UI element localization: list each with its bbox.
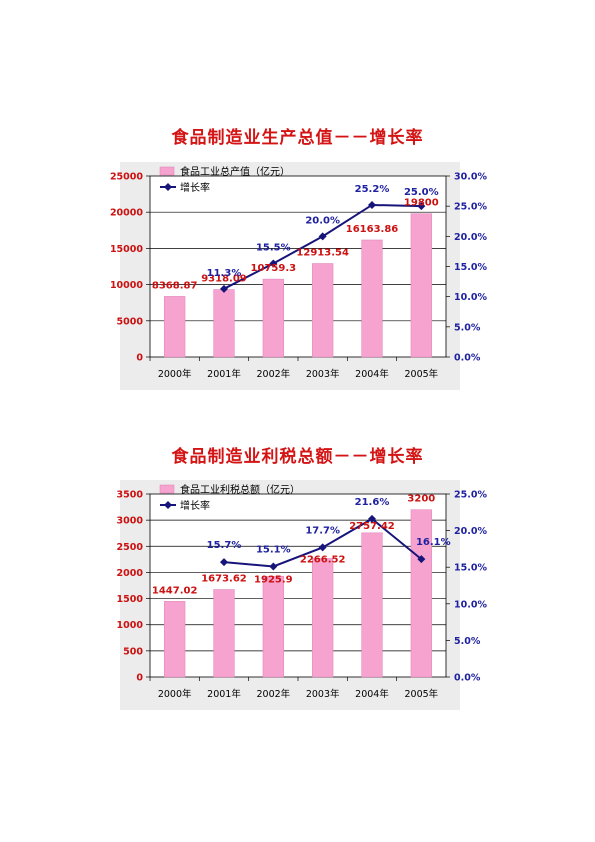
chart-1-bar-label: 9318.09 <box>201 274 247 285</box>
chart-1-left-tick-label: 0 <box>136 353 143 364</box>
chart-2-left-tick-label: 3500 <box>117 490 144 501</box>
chart-2-right-tick-label: 0.0% <box>454 673 481 684</box>
chart-1-legend-line-label: 增长率 <box>180 181 210 194</box>
chart-1-line-label: 15.5% <box>256 242 291 253</box>
chart-2-x-tick-label: 2004年 <box>355 688 389 700</box>
chart-2-right-tick-label: 20.0% <box>454 526 487 537</box>
chart-2-left-tick-label: 3000 <box>117 516 144 527</box>
chart-2-line-label: 15.1% <box>256 544 291 555</box>
chart-2-left-tick-label: 1000 <box>117 620 144 631</box>
chart-1-line-label: 25.2% <box>355 184 390 195</box>
chart-2-legend-bar-label: 食品工业利税总额（亿元） <box>180 483 300 496</box>
chart-2-bar-label: 2266.52 <box>300 554 346 565</box>
chart-2-legend-bar-swatch <box>159 484 175 494</box>
chart-2-line-label: 21.6% <box>355 497 390 508</box>
chart-1-line-label: 20.0% <box>305 215 340 226</box>
chart-2-left-tick-label: 500 <box>123 646 143 657</box>
chart-1-legend-bar-swatch <box>159 166 175 176</box>
chart-2-bar-label: 2757.42 <box>349 521 395 532</box>
chart-1-line-point <box>269 259 278 268</box>
chart-2-left-tick-label: 2500 <box>117 542 144 553</box>
chart-1-left-tick-label: 5000 <box>117 316 144 327</box>
chart-1-line-label: 25.0% <box>404 187 439 198</box>
chart-2-bar <box>410 509 432 678</box>
chart-1-right-tick-label: 10.0% <box>454 292 487 303</box>
chart-1-right-tick-label: 15.0% <box>454 262 487 273</box>
chart-2-line-label: 17.7% <box>305 525 340 536</box>
chart-1-bar <box>164 296 186 358</box>
chart-1-legend-bar-label: 食品工业总产值（亿元） <box>180 165 290 178</box>
chart-1-right-tick-label: 20.0% <box>454 232 487 243</box>
chart-1-line-point <box>318 232 327 241</box>
chart-2-title: 食品制造业利税总额－－增长率 <box>171 447 424 467</box>
chart-1-right-tick-label: 0.0% <box>454 353 481 364</box>
chart-2-bar-label: 1925.9 <box>254 574 293 585</box>
chart-2-x-tick-label: 2002年 <box>256 688 290 700</box>
chart-1-bar-label: 19800 <box>404 198 439 209</box>
chart-1-x-tick-label: 2002年 <box>256 368 290 380</box>
chart-2-plot-area <box>149 493 447 678</box>
chart-1-line-point <box>368 200 376 209</box>
chart-1-x-tick-label: 2000年 <box>158 368 192 380</box>
chart-2-bar-label: 3200 <box>407 494 435 505</box>
chart-1-left-tick-label: 15000 <box>110 244 143 255</box>
chart-2-line-label: 15.7% <box>207 540 242 551</box>
chart-2-bar <box>262 576 284 678</box>
chart-2-bar <box>312 558 334 678</box>
chart-2-line-point <box>368 514 376 523</box>
chart-2-line-label: 16.1% <box>416 537 451 548</box>
chart-1-line-label: 11.3% <box>207 268 242 279</box>
chart-2-right-tick-label: 5.0% <box>454 636 481 647</box>
chart-2-x-tick-label: 2005年 <box>404 688 438 700</box>
chart-2-bar <box>213 589 235 678</box>
chart-1-bar-label: 10759.3 <box>251 263 297 274</box>
chart-2-line-point <box>417 555 426 564</box>
chart-2-x-tick-label: 2003年 <box>306 688 340 700</box>
chart-1-bar <box>312 263 334 358</box>
chart-1-bar-label: 8368.87 <box>152 280 198 291</box>
chart-1-title: 食品制造业生产总值－－增长率 <box>171 128 424 148</box>
chart-1-line-point <box>417 202 426 211</box>
chart-1-bar <box>410 213 432 358</box>
chart-1-x-tick-label: 2004年 <box>355 368 389 380</box>
chart-1-right-tick-label: 25.0% <box>454 202 487 213</box>
chart-2-bar-label: 1447.02 <box>152 585 198 596</box>
chart-1-bar-label: 16163.86 <box>346 224 399 235</box>
chart-1-bar-label: 12913.54 <box>296 248 349 259</box>
chart-1-x-tick-label: 2005年 <box>404 368 438 380</box>
chart-2-legend-line-label: 增长率 <box>180 499 210 512</box>
chart-1-x-tick-label: 2001年 <box>207 368 241 380</box>
chart-2-right-tick-label: 10.0% <box>454 599 487 610</box>
chart-1-right-tick-label: 30.0% <box>454 172 487 183</box>
chart-1-legend-line-marker <box>164 183 172 191</box>
chart-2-left-tick-label: 2000 <box>117 568 144 579</box>
chart-2-line-point <box>318 543 327 552</box>
chart-2-bar <box>164 601 186 678</box>
chart-2-x-tick-label: 2001年 <box>207 688 241 700</box>
chart-2-bar-label: 1673.62 <box>201 573 247 584</box>
chart-1-bar <box>361 239 383 358</box>
chart-2-left-tick-label: 0 <box>136 673 143 684</box>
chart-1-left-tick-label: 25000 <box>110 172 143 183</box>
chart-1-bar <box>262 278 284 358</box>
chart-2-right-tick-label: 25.0% <box>454 490 487 501</box>
chart-1-left-tick-label: 20000 <box>110 208 143 219</box>
chart-1-right-tick-label: 5.0% <box>454 322 481 333</box>
chart-1-left-tick-label: 10000 <box>110 280 143 291</box>
chart-2-x-tick-label: 2000年 <box>158 688 192 700</box>
chart-2-right-tick-label: 15.0% <box>454 563 487 574</box>
chart-2-line-point <box>269 562 278 571</box>
chart-2-left-tick-label: 1500 <box>117 594 144 605</box>
chart-2-bar <box>361 532 383 678</box>
chart-2-legend-line-marker <box>164 501 172 509</box>
chart-1-line-point <box>220 284 228 293</box>
chart-2-line-point <box>220 558 228 567</box>
chart-1-x-tick-label: 2003年 <box>306 368 340 380</box>
